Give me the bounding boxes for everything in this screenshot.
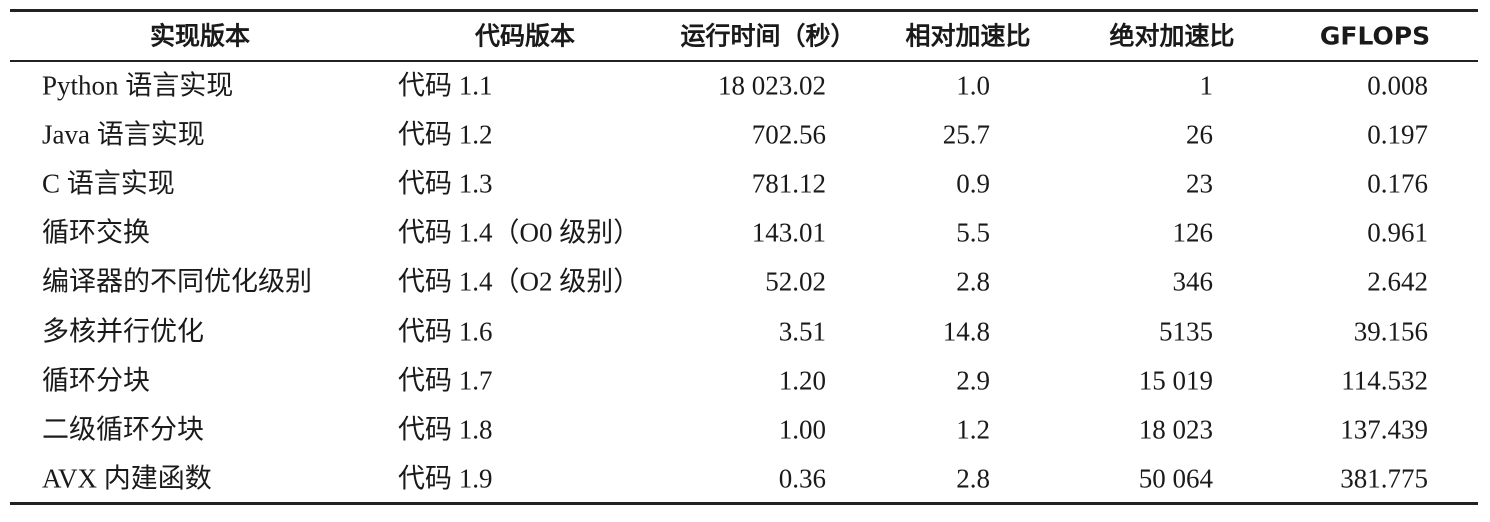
header-cell: 相对加速比 [905,21,1031,51]
table-cell: 18 023 [1138,414,1213,445]
table-cell: 1.2 [956,414,990,445]
table-cell: 26 [1186,119,1213,150]
bottom-rule [10,502,1478,505]
table-cell: 2.9 [956,365,990,396]
table-cell: 循环分块 [42,365,150,396]
table-cell: 代码 1.1 [398,70,493,101]
table-cell: 2.642 [1367,266,1428,297]
table-cell: 781.12 [751,168,826,199]
table-cell: 2.8 [956,463,990,494]
table-cell: 0.36 [778,463,826,494]
table-cell: 14.8 [942,316,990,346]
table-cell: 143.01 [751,217,826,248]
table-cell: 18 023.02 [718,70,826,101]
table-cell: 代码 1.4（O2 级别） [398,266,641,297]
header-cell: 运行时间（秒） [680,21,856,51]
table-cell: 循环交换 [42,217,150,248]
table-cell: 0.9 [956,168,990,199]
top-rule [10,9,1478,12]
table-cell: 代码 1.8 [398,414,493,445]
table-cell: C 语言实现 [42,168,175,199]
table-cell: 5.5 [956,217,990,248]
table-cell: 23 [1186,168,1213,199]
table-cell: 15 019 [1138,365,1213,396]
table-cell: 0.176 [1367,168,1428,199]
table-cell: 1.0 [956,70,990,101]
table-cell: 代码 1.6 [398,316,493,346]
table-cell: 0.961 [1367,217,1428,248]
table-cell: 346 [1172,266,1214,297]
table-cell: 代码 1.3 [398,168,493,199]
table-cell: 2.8 [956,266,990,297]
table-cell: 代码 1.7 [398,365,493,396]
table-cell: AVX 内建函数 [42,463,212,494]
table-cell: 114.532 [1341,365,1428,396]
table-cell: 代码 1.4（O0 级别） [398,217,641,248]
table-cell: 702.56 [751,119,826,150]
table-cell: 3.51 [778,316,826,346]
table-cell: 137.439 [1340,414,1428,445]
header-cell: 绝对加速比 [1109,21,1235,51]
table-cell: 0.197 [1367,119,1428,150]
table-cell: 126 [1172,217,1214,248]
table-cell: 二级循环分块 [42,414,204,445]
header-cell: 实现版本 [149,21,251,51]
table-cell: 多核并行优化 [42,316,204,346]
table-cell: 1.20 [778,365,826,396]
header-cell: 代码版本 [474,21,576,51]
table-cell: 50 064 [1138,463,1213,494]
table-cell: 25.7 [942,119,990,150]
table-cell: Java 语言实现 [42,119,205,150]
table-cell: 编译器的不同优化级别 [42,266,312,297]
table-cell: 5135 [1159,316,1213,346]
table-cell: 代码 1.2 [398,119,493,150]
table-cell: 381.775 [1340,463,1428,494]
table-cell: 39.156 [1353,316,1428,346]
header-rule [10,60,1478,62]
header-cell: GFLOPS [1319,21,1431,51]
table-cell: 0.008 [1367,70,1428,101]
table-cell: 52.02 [765,266,826,297]
table-cell: Python 语言实现 [42,70,234,101]
table-cell: 1.00 [778,414,826,445]
table-cell: 1 [1199,70,1214,101]
table-cell: 代码 1.9 [398,463,493,494]
